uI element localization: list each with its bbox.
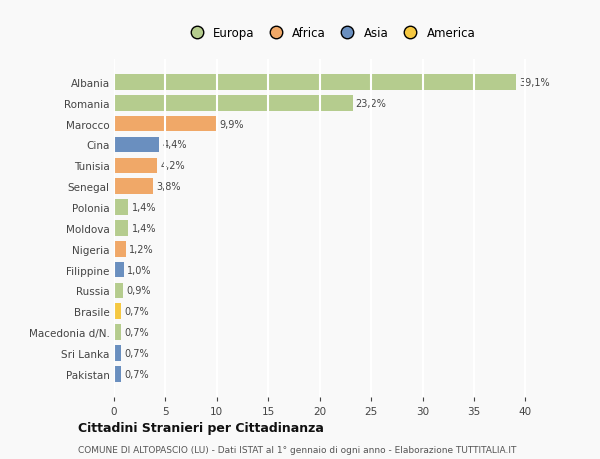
Bar — [114, 345, 121, 361]
Text: 3,8%: 3,8% — [156, 182, 181, 192]
Text: 4,2%: 4,2% — [160, 161, 185, 171]
Text: 1,0%: 1,0% — [127, 265, 152, 275]
Text: 0,7%: 0,7% — [124, 369, 149, 379]
Text: 0,9%: 0,9% — [127, 286, 151, 296]
Bar — [114, 117, 216, 132]
Text: 23,2%: 23,2% — [356, 99, 386, 109]
Text: COMUNE DI ALTOPASCIO (LU) - Dati ISTAT al 1° gennaio di ogni anno - Elaborazione: COMUNE DI ALTOPASCIO (LU) - Dati ISTAT a… — [78, 445, 517, 454]
Bar — [114, 75, 516, 90]
Bar — [114, 158, 157, 174]
Bar — [114, 262, 124, 278]
Bar — [114, 283, 123, 298]
Bar — [114, 200, 128, 215]
Bar — [114, 325, 121, 340]
Text: 0,7%: 0,7% — [124, 348, 149, 358]
Bar — [114, 366, 121, 382]
Text: 1,4%: 1,4% — [131, 224, 156, 233]
Text: 1,2%: 1,2% — [130, 244, 154, 254]
Text: 9,9%: 9,9% — [219, 119, 244, 129]
Bar — [114, 179, 153, 195]
Text: 0,7%: 0,7% — [124, 327, 149, 337]
Bar — [114, 304, 121, 319]
Legend: Europa, Africa, Asia, America: Europa, Africa, Asia, America — [182, 25, 478, 43]
Text: 1,4%: 1,4% — [131, 202, 156, 213]
Bar — [114, 241, 127, 257]
Text: 39,1%: 39,1% — [519, 78, 550, 88]
Text: 4,4%: 4,4% — [163, 140, 187, 150]
Bar — [114, 137, 159, 153]
Bar — [114, 96, 353, 112]
Bar — [114, 221, 128, 236]
Text: Cittadini Stranieri per Cittadinanza: Cittadini Stranieri per Cittadinanza — [78, 421, 324, 434]
Text: 0,7%: 0,7% — [124, 307, 149, 317]
